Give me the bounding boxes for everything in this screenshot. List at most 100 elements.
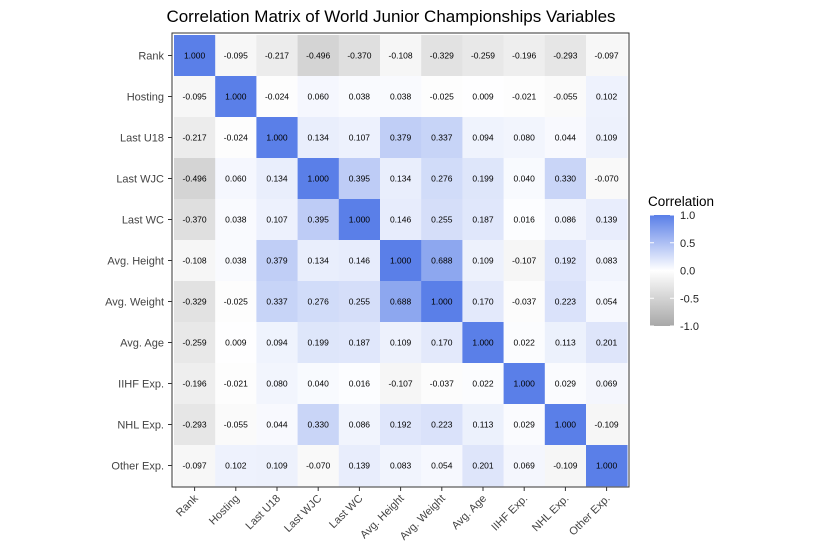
heatmap-cell [586, 363, 628, 405]
heatmap-cell [462, 240, 504, 282]
cell-value-label: 0.134 [308, 256, 330, 266]
cell-value-label: 0.192 [555, 256, 577, 266]
heatmap-cell [338, 240, 381, 282]
cell-value-label: -0.025 [430, 92, 454, 102]
cell-value-label: -0.097 [595, 51, 619, 61]
cell-value-label: -0.108 [183, 256, 207, 266]
cell-value-label: 0.170 [431, 338, 453, 348]
heatmap-cell [215, 281, 257, 323]
heatmap-cell [215, 322, 257, 364]
heatmap-cell [544, 76, 587, 118]
heatmap-cell [256, 35, 298, 77]
cell-value-label: 0.107 [349, 133, 371, 143]
heatmap-cell [544, 363, 587, 405]
cell-value-label: -0.109 [595, 420, 619, 430]
heatmap-cell [544, 281, 587, 323]
heatmap-cell [586, 404, 628, 446]
cell-value-label: 0.379 [266, 256, 288, 266]
heatmap-cell [256, 76, 298, 118]
cell-value-label: -0.259 [471, 51, 495, 61]
heatmap-cell [174, 363, 216, 405]
cell-value-label: 0.016 [514, 215, 536, 225]
heatmap-cell [338, 199, 381, 241]
heatmap-cell [503, 445, 546, 487]
heatmap-cell [462, 76, 504, 118]
legend-ticks: 1.0 0.5 0.0 -0.5 -1.0 [650, 210, 699, 333]
heatmap-cell [174, 322, 216, 364]
y-axis-label: Avg. Height [107, 256, 164, 268]
cell-value-label: 0.069 [514, 461, 536, 471]
cell-value-label: -0.329 [430, 51, 454, 61]
heatmap-cell [256, 363, 298, 405]
heatmap-cell [215, 76, 257, 118]
heatmap-cell [503, 199, 546, 241]
heatmap-cell [503, 117, 546, 159]
x-axis-label: NHL Exp. [530, 493, 571, 534]
cell-value-label: -0.070 [306, 461, 330, 471]
cell-value-label: 0.109 [390, 338, 412, 348]
cell-value-label: 0.094 [472, 133, 494, 143]
cell-value-label: -0.021 [512, 92, 536, 102]
cell-value-label: -0.055 [224, 420, 248, 430]
cell-value-label: 0.040 [308, 379, 330, 389]
cell-value-label: 0.060 [225, 174, 247, 184]
heatmap-cell [586, 199, 628, 241]
cell-value-label: -0.370 [183, 215, 207, 225]
heatmap-cell [462, 35, 504, 77]
heatmap-cell [380, 404, 422, 446]
cell-value-label: 0.029 [555, 379, 577, 389]
cell-value-label: 0.009 [472, 92, 494, 102]
heatmap-cell [421, 281, 463, 323]
heatmap-cell [338, 158, 381, 200]
cell-value-label: 0.102 [596, 92, 618, 102]
cell-value-label: 0.199 [308, 338, 330, 348]
heatmap-cell [338, 363, 381, 405]
x-axis-label: Last WJC [282, 493, 324, 535]
cell-value-label: -0.196 [183, 379, 207, 389]
cell-value-label: 0.109 [266, 461, 288, 471]
heatmap-cell [462, 158, 504, 200]
heatmap-cell [256, 117, 298, 159]
heatmap-cell [297, 322, 340, 364]
heatmap-cell [503, 404, 546, 446]
cell-value-label: 0.044 [555, 133, 577, 143]
cell-value-label: 0.134 [266, 174, 288, 184]
heatmap-cell [215, 445, 257, 487]
heatmap-cell [380, 35, 422, 77]
heatmap-cell [380, 199, 422, 241]
heatmap-cell [380, 445, 422, 487]
legend-title: Correlation [648, 194, 714, 209]
heatmap-cell [421, 117, 463, 159]
heatmap-cell [586, 76, 628, 118]
heatmap-cell [462, 322, 504, 364]
cell-value-label: 0.029 [514, 420, 536, 430]
heatmap-cell [215, 35, 257, 77]
cell-value-label: 0.009 [225, 338, 247, 348]
legend-tick-label: -0.5 [680, 293, 699, 305]
color-legend: Correlation 1.0 0.5 0.0 -0.5 -1.0 [648, 194, 714, 333]
heatmap-cell [586, 281, 628, 323]
cell-value-label: 0.223 [555, 297, 577, 307]
cell-value-label: -0.217 [183, 133, 207, 143]
x-axis-label: IIHF Exp. [489, 493, 530, 534]
cell-value-label: -0.024 [265, 92, 289, 102]
heatmap-cell [544, 404, 587, 446]
heatmap-cell [174, 117, 216, 159]
heatmap-cell [380, 281, 422, 323]
cell-value-label: -0.259 [183, 338, 207, 348]
legend-tick-label: 1.0 [680, 210, 695, 222]
heatmap-cell [544, 158, 587, 200]
cell-value-label: 0.038 [390, 92, 412, 102]
heatmap-cell [297, 240, 340, 282]
cell-value-label: -0.108 [389, 51, 413, 61]
cell-value-label: -0.107 [389, 379, 413, 389]
cell-value-label: 1.000 [349, 215, 371, 225]
cell-value-label: 1.000 [596, 461, 618, 471]
cell-value-label: 0.113 [473, 420, 494, 430]
y-axis-label: Avg. Weight [105, 297, 164, 309]
cell-value-label: 0.688 [390, 297, 412, 307]
heatmap-cell [462, 363, 504, 405]
heatmap-cell [297, 363, 340, 405]
y-axis-label: Other Exp. [111, 461, 164, 473]
